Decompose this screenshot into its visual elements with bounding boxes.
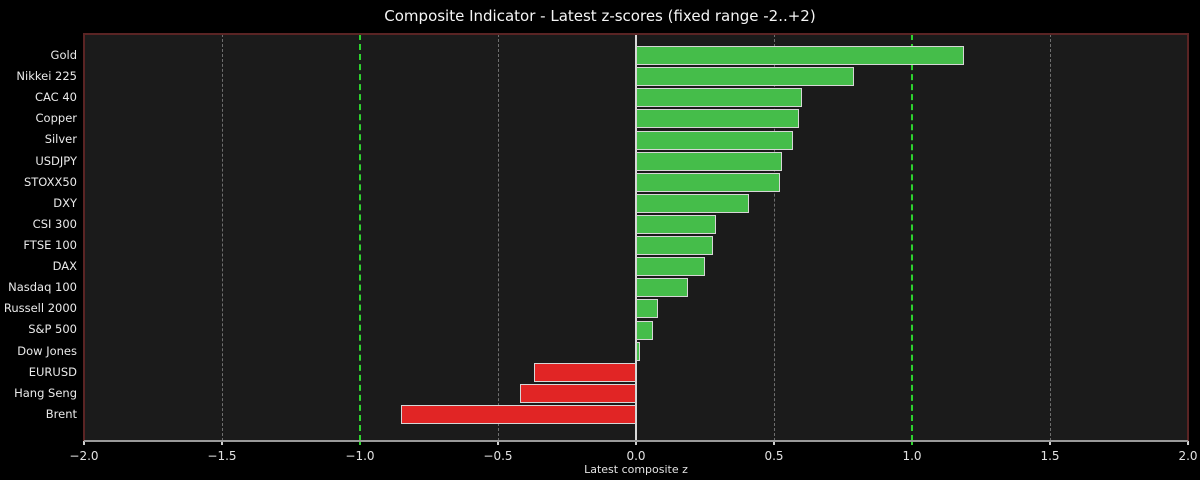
bar-copper — [636, 109, 799, 129]
y-tick-label-csi-300: CSI 300 — [32, 216, 77, 231]
x-tick-label: −0.5 — [483, 449, 513, 463]
y-tick-label-gold: Gold — [50, 48, 77, 62]
y-tick-label-dow-jones: Dow Jones — [17, 343, 77, 358]
x-tick-mark — [911, 441, 913, 445]
x-tick-label: 2.0 — [1178, 449, 1198, 463]
y-tick-label-brent: Brent — [45, 406, 77, 421]
y-tick-label-nasdaq-100: Nasdaq 100 — [8, 280, 77, 295]
y-tick-label-stoxx50: STOXX50 — [23, 174, 77, 189]
bar-nasdaq-100 — [636, 278, 689, 298]
x-tick-label: −1.0 — [345, 449, 375, 463]
x-axis-title: Latest composite z — [584, 463, 688, 476]
bar-dax — [636, 257, 705, 277]
chart-title: Composite Indicator - Latest z-scores (f… — [384, 7, 816, 25]
bar-csi-300 — [636, 214, 717, 234]
x-tick-mark — [83, 441, 85, 445]
bar-hang-seng — [520, 383, 636, 403]
x-tick-label: 1.5 — [1040, 449, 1060, 463]
bar-brent — [401, 404, 636, 424]
bar-silver — [636, 130, 794, 150]
x-tick-mark — [773, 441, 775, 445]
x-tick-mark — [359, 441, 361, 445]
y-tick-label-hang-seng: Hang Seng — [14, 385, 77, 400]
x-tick-mark — [1049, 441, 1051, 445]
gridline — [1049, 34, 1051, 441]
threshold-line — [359, 34, 361, 441]
bottom-spine — [84, 440, 1188, 442]
bar-cac-40 — [636, 88, 802, 108]
right-spine — [1187, 34, 1189, 441]
top-spine — [83, 33, 1189, 35]
x-tick-mark — [635, 441, 637, 445]
x-tick-label: 0.0 — [626, 449, 646, 463]
y-tick-label-cac-40: CAC 40 — [34, 90, 77, 105]
bar-s-p-500 — [636, 320, 653, 340]
threshold-line — [911, 34, 913, 441]
x-tick-label: −1.5 — [207, 449, 237, 463]
x-tick-label: 1.0 — [902, 449, 922, 463]
bar-eurusd — [533, 362, 636, 382]
bar-usdjpy — [636, 151, 783, 171]
y-tick-label-russell-2000: Russell 2000 — [3, 301, 77, 316]
bar-nikkei-225 — [636, 67, 855, 87]
y-tick-label-dax: DAX — [52, 259, 77, 274]
x-tick-mark — [221, 441, 223, 445]
x-tick-label: 0.5 — [764, 449, 784, 463]
y-tick-label-s-p-500: S&P 500 — [28, 322, 77, 337]
x-tick-label: −2.0 — [69, 449, 99, 463]
bar-ftse-100 — [636, 236, 714, 256]
bar-gold — [636, 46, 965, 66]
y-tick-label-eurusd: EURUSD — [28, 364, 77, 379]
left-spine — [83, 34, 85, 441]
gridline — [497, 34, 499, 441]
y-tick-label-dxy: DXY — [53, 195, 77, 210]
y-tick-label-copper: Copper — [35, 111, 77, 126]
bar-dow-jones — [636, 341, 640, 361]
gridline — [773, 34, 775, 441]
gridline — [221, 34, 223, 441]
x-tick-mark — [497, 441, 499, 445]
y-tick-label-silver: Silver — [44, 132, 77, 147]
bar-russell-2000 — [636, 299, 659, 319]
y-tick-label-ftse-100: FTSE 100 — [23, 238, 77, 252]
x-tick-mark — [1187, 441, 1189, 445]
plot-area — [84, 34, 1188, 441]
bar-dxy — [636, 193, 750, 213]
y-tick-label-nikkei-225: Nikkei 225 — [16, 69, 77, 84]
y-tick-label-usdjpy: USDJPY — [35, 153, 77, 168]
bar-stoxx50 — [636, 172, 780, 192]
